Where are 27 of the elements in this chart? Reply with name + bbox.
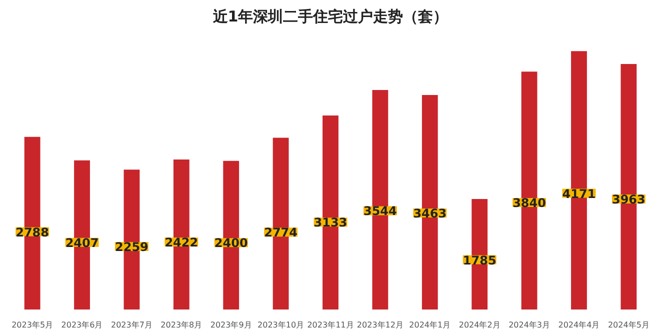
data-label: 3463	[413, 206, 447, 220]
x-tick-label: 2024年4月	[558, 320, 600, 330]
data-label: 3544	[364, 204, 397, 218]
data-label: 2259	[115, 240, 148, 254]
x-tick-label: 2023年11月	[307, 320, 354, 330]
x-tick-label: 2023年5月	[12, 320, 54, 330]
data-label: 3963	[612, 192, 646, 207]
x-tick-label: 2024年2月	[458, 320, 500, 330]
x-tick-label: 2023年7月	[110, 320, 152, 330]
x-tick-label: 2023年8月	[160, 320, 202, 330]
data-label: 4171	[562, 186, 596, 201]
x-tick-label: 2024年3月	[508, 320, 550, 330]
x-tick-label: 2024年1月	[409, 320, 451, 330]
x-tick-label: 2023年9月	[210, 320, 252, 330]
data-label: 2400	[214, 236, 248, 250]
chart-title: 近1年深圳二手住宅过户走势（套）	[212, 8, 448, 26]
data-label: 2774	[264, 226, 298, 240]
data-label: 2407	[65, 236, 99, 250]
x-tick-label: 2024年5月	[608, 320, 650, 330]
x-tick-label: 2023年12月	[356, 320, 404, 330]
x-tick-label: 2023年10月	[258, 320, 304, 330]
data-label: 3840	[512, 196, 546, 210]
data-label: 1785	[462, 253, 496, 268]
data-label: 3133	[314, 216, 348, 230]
data-label: 2788	[16, 225, 50, 240]
data-label: 2422	[164, 235, 198, 250]
x-tick-label: 2023年6月	[61, 320, 103, 330]
